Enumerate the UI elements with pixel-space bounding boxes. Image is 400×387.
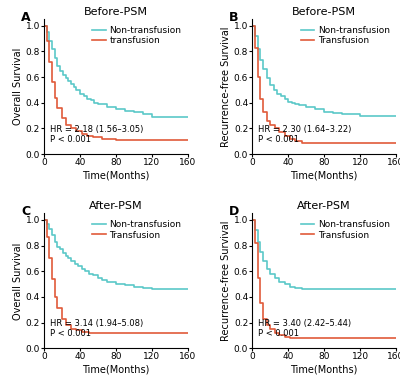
Non-transfusion [272,87,276,92]
X-axis label: Time(Months): Time(Months) [82,170,150,180]
Non-transfusion [122,108,127,113]
Non-transfusion [47,39,52,43]
transfusion [185,138,190,142]
Transfusion [68,327,73,331]
Non-transfusion [149,115,154,119]
Non-transfusion [44,30,49,34]
transfusion [100,137,105,141]
Non-transfusion [250,217,255,222]
Non-transfusion [52,240,57,244]
Non-transfusion [74,87,79,92]
transfusion [42,24,46,28]
Non-transfusion [131,284,136,289]
Non-transfusion [100,278,105,283]
Transfusion [96,330,100,335]
Transfusion [42,217,46,222]
Non-transfusion [114,107,118,111]
Transfusion [255,75,260,79]
Non-transfusion [78,91,82,96]
Non-transfusion [282,282,287,286]
Non-transfusion [131,110,136,114]
Transfusion [288,336,292,340]
Non-transfusion [104,104,109,109]
Non-transfusion [288,284,292,289]
Transfusion [55,306,60,311]
Non-transfusion [279,94,284,99]
Transfusion [64,323,69,327]
Transfusion [331,336,336,340]
Non-transfusion [83,269,88,274]
Non-transfusion [358,113,362,118]
Non-transfusion [255,46,260,51]
X-axis label: Time(Months): Time(Months) [290,170,358,180]
Non-transfusion [140,286,145,290]
Transfusion [394,336,398,340]
Non-transfusion [264,266,269,271]
Non-transfusion [277,279,282,284]
Non-transfusion [185,115,190,119]
Transfusion [272,330,277,335]
Y-axis label: Recurrence-free Survival: Recurrence-free Survival [221,26,231,147]
Text: HR = 3.14 (1.94–5.08)
P < 0.001: HR = 3.14 (1.94–5.08) P < 0.001 [50,319,143,338]
Transfusion [277,333,282,338]
Non-transfusion [268,272,273,276]
Non-transfusion [60,251,65,255]
transfusion [79,131,84,136]
Legend: Non-transfusion, Transfusion: Non-transfusion, Transfusion [299,24,392,47]
Transfusion [44,234,49,239]
Transfusion [74,328,79,333]
Non-transfusion [317,287,322,291]
Non-transfusion [282,97,287,101]
Non-transfusion [253,228,258,233]
Transfusion [261,317,266,321]
Non-transfusion [63,76,68,81]
Transfusion [295,336,300,340]
Non-transfusion [86,272,91,276]
Non-transfusion [76,264,80,269]
Non-transfusion [340,112,344,117]
Non-transfusion [250,24,255,28]
Transfusion [322,336,326,340]
transfusion [131,138,136,142]
Transfusion [52,295,57,299]
Non-transfusion [293,102,298,106]
Text: B: B [229,11,239,24]
Text: HR = 2.30 (1.64–3.22)
P < 0.001: HR = 2.30 (1.64–3.22) P < 0.001 [258,125,352,144]
Non-transfusion [63,253,68,258]
Line: Transfusion: Transfusion [44,220,188,333]
Non-transfusion [264,76,269,81]
Transfusion [253,241,258,245]
Transfusion [50,277,54,281]
Non-transfusion [72,261,77,266]
Non-transfusion [68,81,73,86]
Title: Before-PSM: Before-PSM [292,7,356,17]
Transfusion [250,24,255,28]
Transfusion [277,130,282,135]
Non-transfusion [331,287,336,291]
Title: Before-PSM: Before-PSM [84,7,148,17]
transfusion [68,126,73,131]
transfusion [50,80,54,85]
Legend: Non-transfusion, Transfusion: Non-transfusion, Transfusion [90,218,183,241]
Transfusion [264,118,269,123]
Non-transfusion [66,256,71,261]
transfusion [44,39,49,43]
Non-transfusion [96,102,100,106]
transfusion [60,116,64,120]
transfusion [140,138,145,142]
Transfusion [185,330,190,335]
Non-transfusion [140,112,145,117]
Non-transfusion [60,72,65,77]
Transfusion [272,126,277,131]
Non-transfusion [394,113,398,118]
Non-transfusion [88,98,93,103]
Line: Non-transfusion: Non-transfusion [252,26,396,116]
Non-transfusion [261,67,266,72]
Non-transfusion [114,282,118,286]
Transfusion [258,301,263,306]
Non-transfusion [272,276,277,280]
Transfusion [394,140,398,145]
Line: Non-transfusion: Non-transfusion [44,220,188,289]
Non-transfusion [96,276,100,280]
X-axis label: Time(Months): Time(Months) [290,364,358,374]
